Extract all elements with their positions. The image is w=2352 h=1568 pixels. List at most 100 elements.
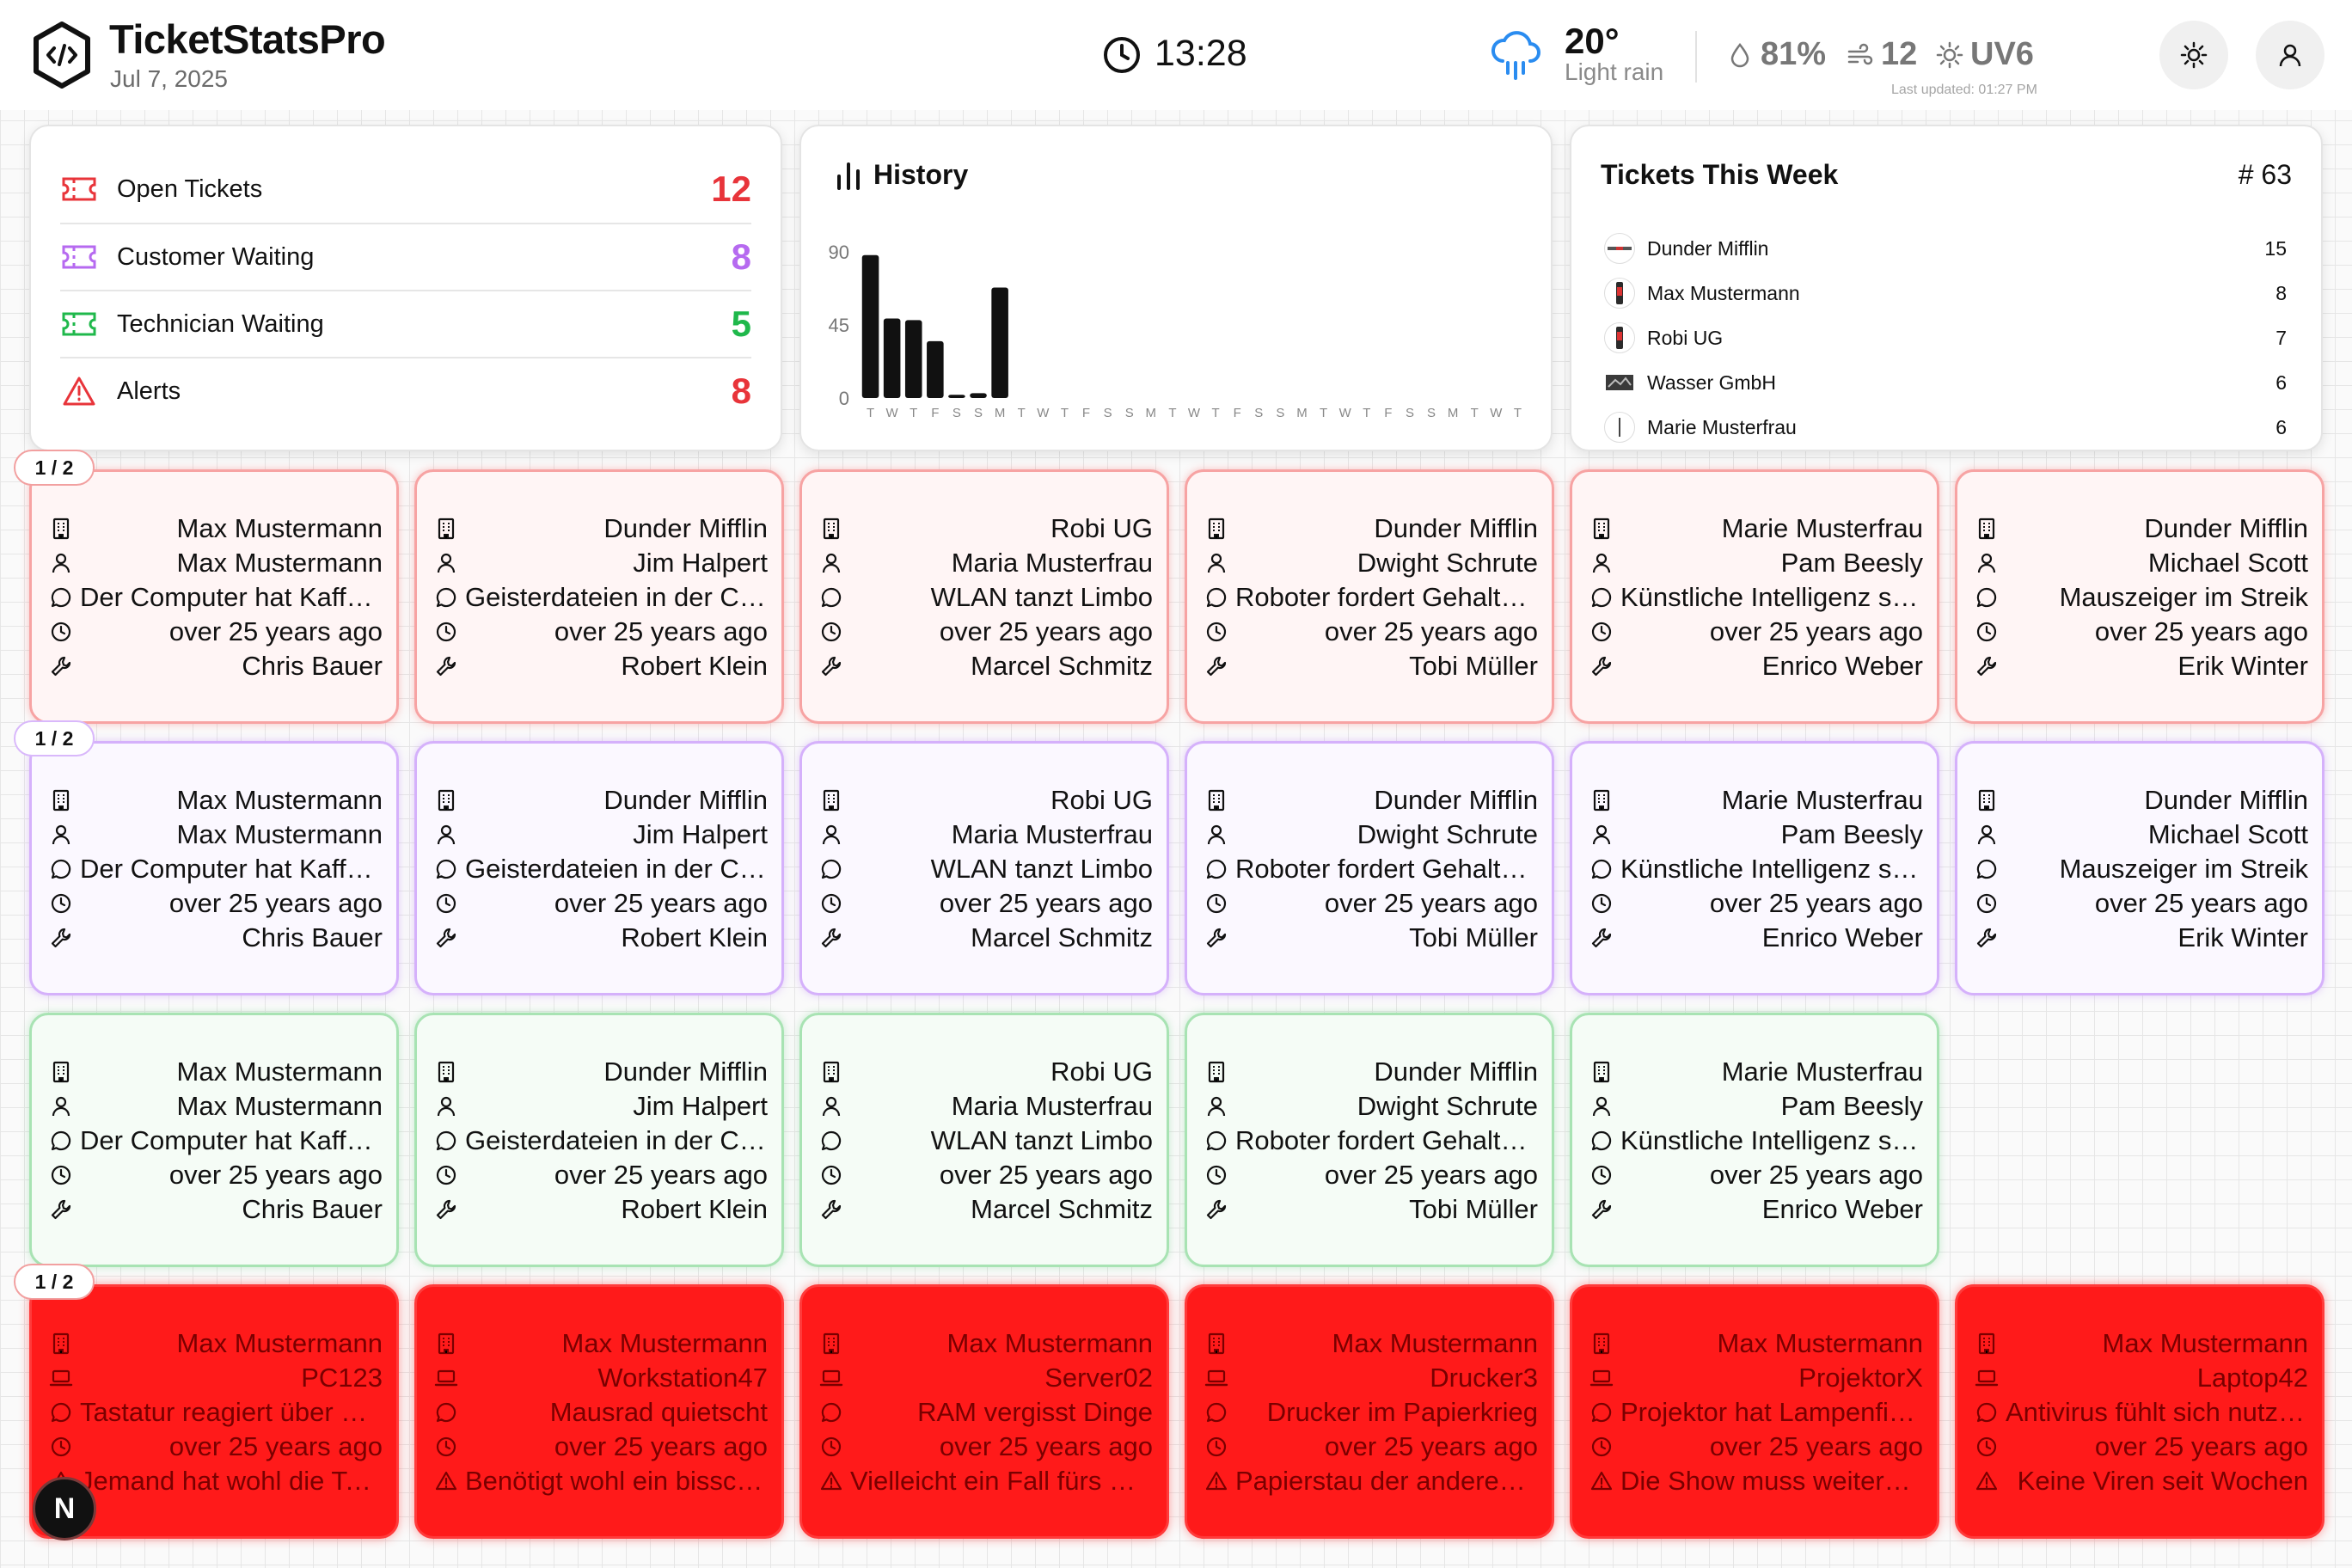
history-bar[interactable] xyxy=(927,340,944,398)
ticket-card[interactable]: Dunder Mifflin Dwight Schrute Roboter ford… xyxy=(1185,1013,1554,1267)
pagination-badge[interactable]: 1 / 2 xyxy=(14,450,95,486)
alert-card[interactable]: Max Mustermann Server02 RAM vergisst Dinge… xyxy=(799,1284,1169,1539)
x-tick-label: W xyxy=(886,406,899,420)
ticket-technician-line: Tobi Müller xyxy=(1203,1192,1538,1227)
alert-card[interactable]: Max Mustermann Laptop42 Antivirus fühlt si… xyxy=(1955,1284,2324,1539)
ticket-card[interactable]: Dunder Mifflin Jim Halpert Geisterdateien … xyxy=(414,469,784,724)
week-row-marie-musterfrau[interactable]: Marie Musterfrau 6 xyxy=(1604,407,2287,448)
ticket-technician: Robert Klein xyxy=(621,651,768,681)
week-row-max-mustermann[interactable]: Max Mustermann 8 xyxy=(1604,273,2287,314)
ticket-device: Laptop42 xyxy=(2196,1363,2308,1393)
history-bar[interactable] xyxy=(948,395,965,398)
ticket-subject-line: Künstliche Intelligenz streikt xyxy=(1588,1124,1923,1158)
ticket-note: Papierstau der anderen Art xyxy=(1235,1466,1538,1496)
x-tick-label: S xyxy=(1427,406,1436,420)
ticket-subject: WLAN tanzt Limbo xyxy=(930,1125,1153,1155)
x-tick-label: S xyxy=(1276,406,1284,420)
ticket-customer-line: Max Mustermann xyxy=(47,1326,383,1361)
ticket-card[interactable]: Robi UG Maria Musterfrau WLAN tanzt Limbo o… xyxy=(799,1013,1169,1267)
alert-card[interactable]: Max Mustermann Drucker3 Drucker im Papierk… xyxy=(1185,1284,1554,1539)
ticket-subject: Der Computer hat Kaffeedurst xyxy=(80,854,383,884)
ticket-card[interactable]: Marie Musterfrau Pam Beesly Künstliche Int… xyxy=(1570,741,1939,995)
ticket-device-line: Laptop42 xyxy=(1973,1361,2308,1395)
ticket-card[interactable]: Max Mustermann Max Mustermann Der Computer… xyxy=(29,741,399,995)
message-icon xyxy=(47,584,75,611)
ticket-card[interactable]: Dunder Mifflin Michael Scott Mauszeiger im… xyxy=(1955,741,2324,995)
ticket-created-line: over 25 years ago xyxy=(1588,1158,1923,1192)
clock-icon xyxy=(432,1161,460,1189)
theme-toggle-button[interactable] xyxy=(2159,21,2228,89)
ticket-created-line: over 25 years ago xyxy=(1588,615,1923,649)
week-row-robi-ug[interactable]: Robi UG 7 xyxy=(1604,317,2287,358)
ticket-customer: Max Mustermann xyxy=(176,1328,383,1358)
week-row-wasser-gmbh[interactable]: Wasser GmbH 6 xyxy=(1604,362,2287,403)
ticket-device: PC123 xyxy=(301,1363,383,1393)
history-bar[interactable] xyxy=(861,254,879,398)
week-row-dunder-mifflin[interactable]: Dunder Mifflin 15 xyxy=(1604,228,2287,269)
alert-card[interactable]: Max Mustermann PC123 Tastatur reagiert übe… xyxy=(29,1284,399,1539)
ticket-card[interactable]: Robi UG Maria Musterfrau WLAN tanzt Limbo o… xyxy=(799,741,1169,995)
ticket-contact: Jim Halpert xyxy=(633,548,768,578)
pagination-badge[interactable]: 1 / 2 xyxy=(14,720,95,756)
ticket-contact-line: Dwight Schrute xyxy=(1203,818,1538,852)
ticket-card[interactable]: Dunder Mifflin Michael Scott Mauszeiger im… xyxy=(1955,469,2324,724)
history-bar[interactable] xyxy=(991,287,1008,398)
alert-card[interactable]: Max Mustermann Workstation47 Mausrad quiet… xyxy=(414,1284,784,1539)
building-icon xyxy=(432,515,460,542)
clock-icon xyxy=(818,618,845,646)
history-bar[interactable] xyxy=(883,318,901,398)
ticket-card[interactable]: Dunder Mifflin Jim Halpert Geisterdateien … xyxy=(414,741,784,995)
ticket-contact: Max Mustermann xyxy=(176,1091,383,1121)
clock-icon xyxy=(1588,1161,1615,1189)
x-tick-label: W xyxy=(1037,406,1050,420)
ticket-created-line: over 25 years ago xyxy=(1203,886,1538,921)
ticket-technician-line: Enrico Weber xyxy=(1588,921,1923,955)
ticket-card[interactable]: Dunder Mifflin Dwight Schrute Roboter ford… xyxy=(1185,469,1554,724)
ticket-technician: Tobi Müller xyxy=(1409,922,1538,952)
alert-card[interactable]: Max Mustermann ProjektorX Projektor hat La… xyxy=(1570,1284,1939,1539)
status-alerts[interactable]: Alerts 8 xyxy=(60,358,751,425)
ticket-customer: Max Mustermann xyxy=(946,1328,1153,1358)
ticket-card[interactable]: Marie Musterfrau Pam Beesly Künstliche Int… xyxy=(1570,1013,1939,1267)
divider xyxy=(1695,31,1697,83)
ticket-issue-line: Drucker im Papierkrieg xyxy=(1203,1395,1538,1430)
ticket-created-line: over 25 years ago xyxy=(432,1158,768,1192)
ticket-card[interactable]: Dunder Mifflin Jim Halpert Geisterdateien … xyxy=(414,1013,784,1267)
wrench-icon xyxy=(1203,652,1230,680)
ticket-contact: Jim Halpert xyxy=(633,1091,768,1121)
user-icon xyxy=(1203,549,1230,577)
ticket-card[interactable]: Dunder Mifflin Dwight Schrute Roboter ford… xyxy=(1185,741,1554,995)
ticket-created-line: over 25 years ago xyxy=(432,615,768,649)
ticket-device-line: PC123 xyxy=(47,1361,383,1395)
message-icon xyxy=(47,1399,75,1426)
pagination-badge[interactable]: 1 / 2 xyxy=(14,1264,95,1300)
y-tick-label: 90 xyxy=(829,242,849,263)
building-icon xyxy=(1203,787,1230,814)
next-page-button[interactable]: N xyxy=(33,1477,96,1540)
status-technician-waiting[interactable]: Technician Waiting 5 xyxy=(60,291,751,358)
user-icon xyxy=(1203,1093,1230,1120)
ticket-card[interactable]: Marie Musterfrau Pam Beesly Künstliche Int… xyxy=(1570,469,1939,724)
ticket-card[interactable]: Max Mustermann Max Mustermann Der Computer… xyxy=(29,1013,399,1267)
building-icon xyxy=(1973,1330,2000,1357)
message-icon xyxy=(818,1399,845,1426)
ticket-card[interactable]: Robi UG Maria Musterfrau WLAN tanzt Limbo o… xyxy=(799,469,1169,724)
ticket-customer: Max Mustermann xyxy=(561,1328,768,1358)
status-customer-waiting[interactable]: Customer Waiting 8 xyxy=(60,224,751,291)
ticket-card[interactable]: Max Mustermann Max Mustermann Der Computer… xyxy=(29,469,399,724)
user-icon xyxy=(818,549,845,577)
status-open-tickets[interactable]: Open Tickets 12 xyxy=(60,156,751,223)
ticket-customer-line: Dunder Mifflin xyxy=(1973,783,2308,818)
ticket-created: over 25 years ago xyxy=(2094,1431,2308,1461)
history-bar[interactable] xyxy=(904,320,922,398)
ticket-device-line: Workstation47 xyxy=(432,1361,768,1395)
status-count: 12 xyxy=(711,168,751,209)
user-menu-button[interactable] xyxy=(2256,21,2324,89)
x-tick-label: T xyxy=(1061,406,1069,420)
clock-icon xyxy=(818,1433,845,1461)
status-count: 8 xyxy=(731,371,751,411)
ticket-created: over 25 years ago xyxy=(554,888,768,918)
history-bar[interactable] xyxy=(970,393,987,398)
wrench-icon xyxy=(432,652,460,680)
message-icon xyxy=(1973,855,2000,883)
